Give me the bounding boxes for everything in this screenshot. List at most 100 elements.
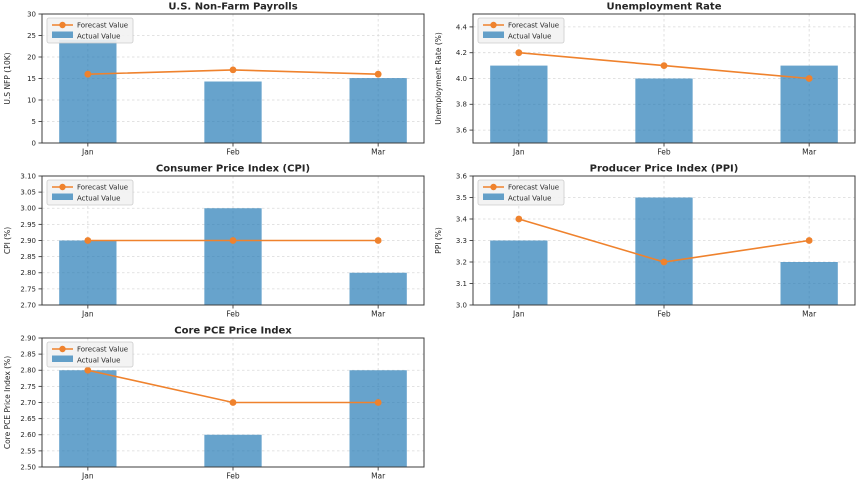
y-axis-label: U.S NFP (10K) — [3, 52, 12, 104]
actual-value-bars — [489, 65, 838, 143]
y-tick-label: 3.1 — [455, 280, 466, 288]
y-tick-label: 2.85 — [20, 351, 36, 359]
legend-actual-patch-icon — [482, 193, 504, 200]
actual-value-bars — [59, 208, 407, 305]
x-tick-label: Mar — [371, 310, 386, 319]
legend: Forecast Value Actual Value — [46, 179, 134, 206]
x-tick-label: Mar — [802, 148, 817, 157]
x-tick-label: Jan — [512, 148, 525, 157]
bar-jan — [489, 65, 547, 143]
forecast-marker-jan — [514, 215, 522, 223]
y-tick-label: 20 — [27, 53, 36, 61]
bar-feb — [204, 208, 262, 305]
x-tick-label: Jan — [81, 310, 94, 319]
chart-title: Core PCE Price Index — [174, 326, 292, 337]
bar-jan — [59, 240, 117, 305]
legend-actual-label: Actual Value — [77, 356, 120, 364]
forecast-marker-jan — [84, 70, 92, 78]
y-tick-label: 3.00 — [20, 205, 36, 213]
forecast-marker-jan — [84, 237, 92, 244]
legend-actual-patch-icon — [52, 355, 73, 362]
y-tick-label: 5 — [32, 118, 36, 126]
x-tick-label: Jan — [512, 310, 525, 319]
y-tick-label: 2.95 — [20, 221, 36, 229]
y-tick-label: 2.80 — [20, 367, 36, 375]
chart-title: Consumer Price Index (CPI) — [156, 164, 310, 175]
y-tick-label: 2.80 — [20, 269, 36, 277]
tick-marks — [38, 13, 379, 147]
y-tick-label: 2.60 — [20, 431, 36, 439]
chart-svg: 0 5 10 15 20 25 30 Jan Feb Mar U.S NFP (10K) U.S. N… — [3, 2, 425, 157]
y-tick-label: 2.70 — [20, 399, 36, 407]
legend-actual-label: Actual Value — [77, 32, 120, 40]
legend-forecast-label: Forecast Value — [77, 345, 128, 353]
legend: Forecast Value Actual Value — [46, 17, 134, 44]
forecast-line — [514, 215, 813, 266]
legend: Forecast Value Actual Value — [477, 179, 564, 206]
y-tick-label: 3.3 — [455, 237, 466, 245]
x-tick-label: Mar — [802, 310, 817, 319]
bar-jan — [59, 39, 117, 143]
y-tick-label: 2.70 — [20, 301, 36, 309]
forecast-marker-jan — [84, 366, 92, 374]
bar-feb — [204, 434, 262, 467]
chart-svg: 2.50 2.55 2.60 2.65 2.70 2.75 2.80 2.85 2.90 Jan F… — [3, 326, 425, 481]
legend-forecast-marker-icon — [59, 21, 66, 29]
legend: Forecast Value Actual Value — [477, 17, 564, 44]
chart-core-pce: 2.50 2.55 2.60 2.65 2.70 2.75 2.80 2.85 2.90 Jan F… — [0, 324, 431, 486]
bar-mar — [780, 262, 838, 305]
forecast-line — [84, 237, 382, 244]
tick-marks — [469, 26, 810, 147]
chart-ppi: 3.0 3.1 3.2 3.3 3.4 3.5 3.6 Jan Feb Mar PPI (%) Pro… — [431, 162, 861, 324]
chart-title: Unemployment Rate — [606, 2, 721, 13]
y-tick-label: 2.85 — [20, 253, 36, 261]
y-tick-label: 4.0 — [455, 75, 466, 83]
chart-title: U.S. Non-Farm Payrolls — [168, 2, 297, 13]
y-tick-label: 15 — [27, 75, 36, 83]
x-tick-label: Feb — [226, 310, 240, 319]
y-tick-label: 3.8 — [455, 101, 466, 109]
chart-svg: 3.0 3.1 3.2 3.3 3.4 3.5 3.6 Jan Feb Mar PPI (%) Pro… — [434, 164, 855, 319]
forecast-marker-mar — [374, 237, 382, 244]
legend-forecast-marker-icon — [489, 21, 497, 29]
forecast-marker-mar — [805, 237, 813, 244]
legend-forecast-label: Forecast Value — [508, 183, 559, 191]
legend-forecast-label: Forecast Value — [77, 183, 128, 191]
x-tick-label: Mar — [371, 472, 386, 481]
x-tick-label: Feb — [226, 148, 240, 157]
y-tick-label: 2.75 — [20, 383, 36, 391]
y-tick-label: 2.90 — [20, 334, 36, 342]
y-tick-label: 3.0 — [455, 301, 466, 309]
y-axis-label: Unemployment Rate (%) — [434, 32, 443, 125]
actual-value-bars — [489, 197, 838, 305]
y-tick-label: 4.2 — [455, 49, 466, 57]
y-tick-label: 2.50 — [20, 463, 36, 471]
legend-actual-label: Actual Value — [77, 194, 120, 202]
tick-marks — [38, 175, 379, 309]
bar-feb — [634, 197, 693, 305]
y-tick-label: 10 — [27, 96, 36, 104]
x-tick-label: Mar — [371, 148, 386, 157]
legend-actual-patch-icon — [52, 31, 73, 38]
chart-svg: 2.70 2.75 2.80 2.85 2.90 2.95 3.00 3.05 3.10 Jan F… — [3, 164, 425, 319]
legend-forecast-label: Forecast Value — [77, 21, 128, 29]
y-axis-label: Core PCE Price Index (%) — [3, 356, 12, 449]
y-tick-label: 2.55 — [20, 447, 36, 455]
legend-actual-patch-icon — [52, 193, 73, 200]
bar-feb — [204, 81, 262, 143]
bar-mar — [349, 272, 407, 305]
chart-nonfarm-payrolls: 0 5 10 15 20 25 30 Jan Feb Mar U.S NFP (10K) U.S. N… — [0, 0, 431, 162]
legend-actual-label: Actual Value — [508, 32, 551, 40]
y-axis-label: PPI (%) — [434, 227, 443, 254]
y-tick-label: 30 — [27, 10, 36, 18]
forecast-line — [514, 49, 813, 82]
forecast-marker-mar — [374, 70, 382, 78]
forecast-marker-mar — [374, 399, 382, 406]
legend-forecast-label: Forecast Value — [508, 21, 559, 29]
y-tick-label: 3.05 — [20, 189, 36, 197]
actual-value-bars — [59, 39, 407, 143]
y-tick-label: 3.6 — [455, 172, 467, 180]
y-axis-label: CPI (%) — [3, 227, 12, 254]
forecast-line — [84, 66, 382, 78]
